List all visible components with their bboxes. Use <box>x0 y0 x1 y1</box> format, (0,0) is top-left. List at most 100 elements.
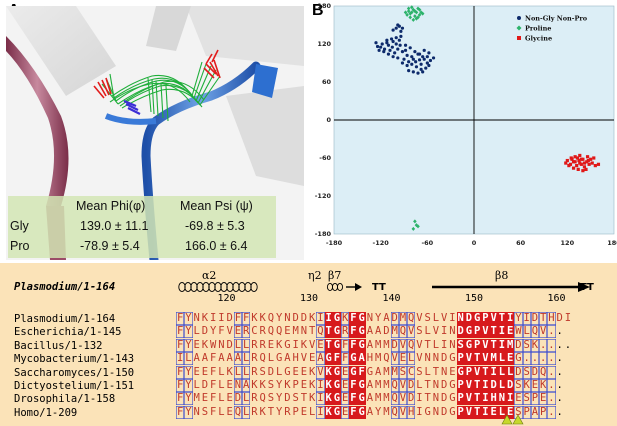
dihedral-angle-table: Mean Phi(φ) Mean Psi (ψ) Gly 139.0 ± 11.… <box>8 196 276 258</box>
point-non-gly-non-pro <box>394 36 398 40</box>
point-non-gly-non-pro <box>422 48 426 52</box>
legend-label: Non-Gly Non-Pro <box>525 15 588 23</box>
helix-turn <box>178 282 186 292</box>
y-tick-label: 120 <box>317 40 331 48</box>
point-non-gly-non-pro <box>408 46 412 50</box>
point-non-gly-non-pro <box>405 53 409 58</box>
point-non-gly-non-pro <box>411 70 415 74</box>
x-tick-label: -60 <box>421 239 433 247</box>
point-proline <box>409 10 414 15</box>
point-non-gly-non-pro <box>385 38 389 42</box>
point-non-gly-non-pro <box>417 52 422 56</box>
point-non-gly-non-pro <box>375 44 380 49</box>
sequence-name: Saccharomyces/1-150 <box>14 366 135 379</box>
ss-label-tt1: TT <box>372 282 386 293</box>
x-tick-label: 120 <box>561 239 575 247</box>
eta-turn <box>326 282 334 292</box>
point-non-gly-non-pro <box>399 29 403 33</box>
point-non-gly-non-pro <box>403 43 408 47</box>
point-glycine <box>573 160 577 164</box>
point-glycine <box>593 164 597 168</box>
helix-turn <box>196 282 204 292</box>
eta-turn <box>336 282 344 292</box>
helix-turn <box>238 282 246 292</box>
point-glycine <box>578 153 582 158</box>
row-label-gly: Gly <box>10 219 29 233</box>
ruler-position: 160 <box>547 293 566 304</box>
point-glycine <box>589 157 593 161</box>
y-tick-label: 60 <box>322 78 332 86</box>
point-non-gly-non-pro <box>389 37 394 41</box>
ramachandran-plot: -180 -120 -60 0 60 120 180 180 120 60 0 -60 -120 -180… <box>315 2 617 247</box>
point-glycine <box>567 164 571 168</box>
x-tick-label: -120 <box>373 239 390 247</box>
point-glycine <box>582 165 587 169</box>
y-tick-label: 180 <box>317 2 331 10</box>
point-non-gly-non-pro <box>421 70 425 74</box>
x-tick-label: 60 <box>516 239 526 247</box>
y-tick-label: -60 <box>319 154 331 162</box>
beta8-arrowhead <box>578 282 590 292</box>
point-non-gly-non-pro <box>414 60 418 64</box>
column-header-phi: Mean Phi(φ) <box>76 199 146 213</box>
point-glycine <box>584 167 588 171</box>
point-glycine <box>587 162 591 166</box>
helix-turn <box>184 282 192 292</box>
point-non-gly-non-pro <box>431 56 436 60</box>
point-glycine <box>565 158 569 163</box>
point-non-gly-non-pro <box>416 71 420 75</box>
point-non-gly-non-pro <box>411 57 415 61</box>
point-glycine <box>578 161 582 165</box>
point-non-gly-non-pro <box>419 67 423 71</box>
point-proline <box>409 5 414 10</box>
point-non-gly-non-pro <box>403 48 408 52</box>
secondary-structure-track: α2 η2 β7 TT β8 TT <box>178 269 594 293</box>
point-glycine <box>576 167 580 171</box>
helix-turn <box>208 282 216 292</box>
gly-phi-value: 139.0 ± 11.1 <box>80 219 149 233</box>
point-non-gly-non-pro <box>400 26 405 30</box>
point-glycine <box>586 158 590 163</box>
legend-label: Proline <box>525 25 551 33</box>
legend-marker <box>516 25 522 31</box>
point-glycine <box>581 169 585 173</box>
oxygen-atoms <box>93 49 221 99</box>
helix-coil-glyph <box>178 282 258 292</box>
point-non-gly-non-pro <box>394 26 398 30</box>
point-proline <box>413 14 417 19</box>
point-non-gly-non-pro <box>391 55 395 59</box>
point-proline <box>408 15 413 20</box>
point-non-gly-non-pro <box>399 34 403 39</box>
sequence-name: Bacillus/1-132 <box>14 339 103 352</box>
ss-label-beta7: β7 <box>328 269 341 282</box>
point-non-gly-non-pro <box>398 43 402 47</box>
helix-turn <box>214 282 222 292</box>
gly-psi-value: -69.8 ± 5.3 <box>185 219 245 233</box>
point-proline <box>405 12 409 17</box>
helix-turn <box>250 282 258 292</box>
point-non-gly-non-pro <box>386 52 391 56</box>
point-proline <box>416 15 420 20</box>
ss-label-eta2: η2 <box>308 269 322 282</box>
point-non-gly-non-pro <box>405 63 409 68</box>
point-non-gly-non-pro <box>385 41 389 45</box>
point-non-gly-non-pro <box>380 42 384 46</box>
ruler-position: 120 <box>217 293 236 304</box>
point-non-gly-non-pro <box>407 60 411 64</box>
nitrogen-atoms <box>123 99 141 115</box>
ss-label-alpha2: α2 <box>202 269 216 282</box>
point-proline <box>413 219 417 224</box>
point-glycine <box>564 161 568 165</box>
sequence-alignment-panel: Plasmodium/1-164 α2 η2 β7 TT β8 TT 120 13… <box>0 263 617 426</box>
point-non-gly-non-pro <box>374 41 378 45</box>
point-glycine <box>579 157 583 161</box>
point-proline <box>416 224 420 229</box>
point-non-gly-non-pro <box>393 51 397 55</box>
ruler-position: 130 <box>300 293 319 304</box>
eta-turn <box>331 282 339 292</box>
sequence-name: Dictyostelium/1-151 <box>14 380 135 392</box>
legend-marker <box>517 36 521 40</box>
